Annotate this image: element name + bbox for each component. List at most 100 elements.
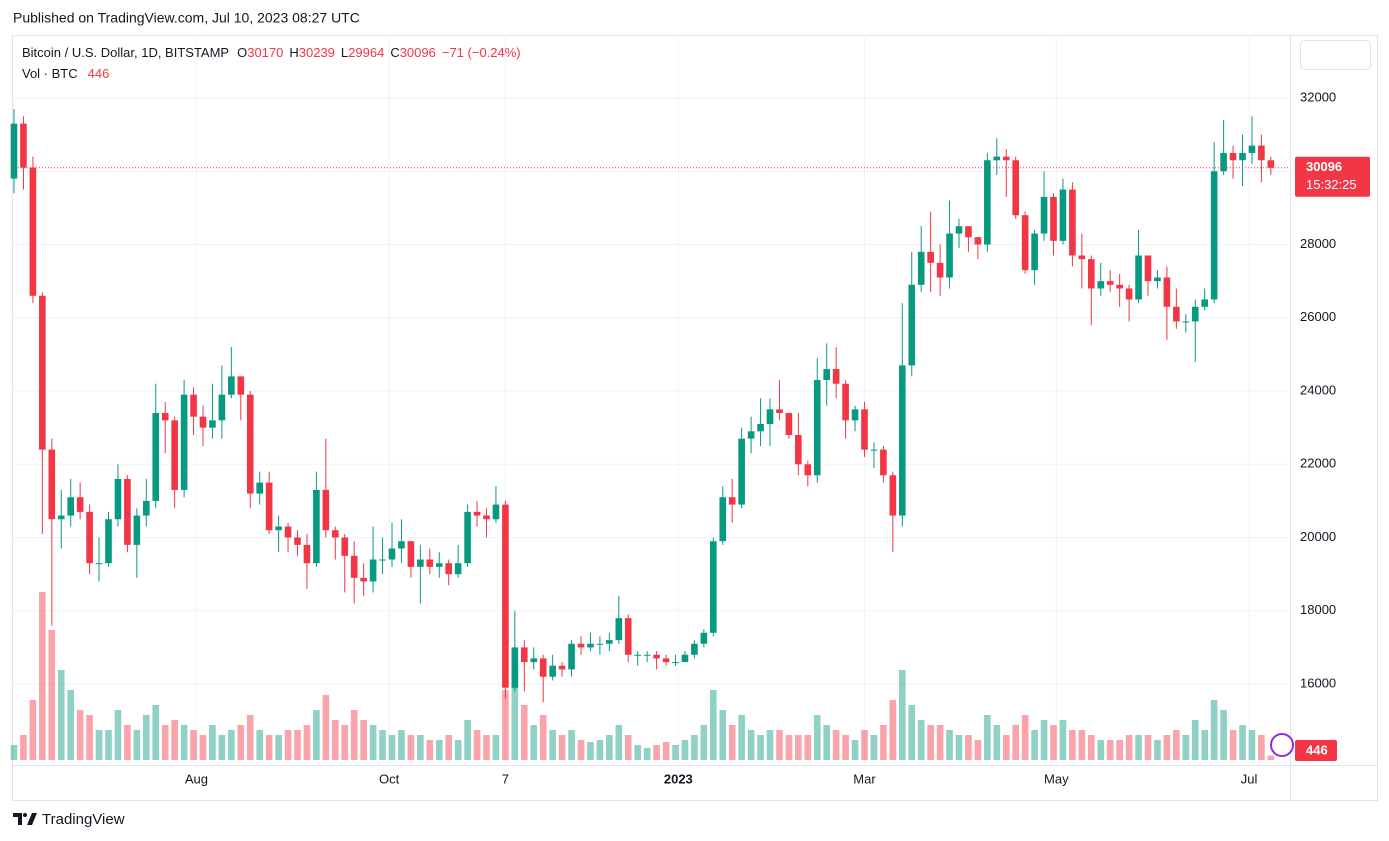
candle-body xyxy=(643,654,651,656)
candle-body xyxy=(256,482,264,494)
candle-body xyxy=(209,420,216,428)
settings-button[interactable] xyxy=(1300,40,1371,70)
high-value: 30239 xyxy=(299,45,335,60)
symbol-name: Bitcoin / U.S. Dollar, 1D, BITSTAMP xyxy=(22,45,229,60)
last-price-box xyxy=(1295,156,1370,197)
volume-bar xyxy=(927,725,934,760)
legend-line: Bitcoin / U.S. Dollar, 1D, BITSTAMP O3017… xyxy=(22,45,521,60)
volume-bar xyxy=(407,735,415,760)
volume-bar xyxy=(133,730,141,760)
volume-bar xyxy=(502,690,509,760)
volume-bar xyxy=(587,742,594,760)
volume-bar xyxy=(142,715,150,760)
volume-bar xyxy=(558,735,566,760)
volume-bar xyxy=(1210,700,1218,760)
candle-body xyxy=(57,515,65,520)
volume-bar xyxy=(520,705,528,760)
candle-body xyxy=(766,409,774,424)
candle-body xyxy=(984,160,991,245)
candle-body xyxy=(190,394,197,417)
volume-bar xyxy=(1106,740,1114,760)
volume-bar xyxy=(757,735,764,760)
volume-bar xyxy=(898,670,906,760)
volume-bar xyxy=(577,740,585,760)
volume-bar xyxy=(256,730,264,760)
candle-body xyxy=(851,409,859,421)
candle-body xyxy=(1182,321,1190,323)
y-tick-label: 24000 xyxy=(1300,382,1336,397)
candle-body xyxy=(350,555,358,578)
volume-bar xyxy=(1229,730,1237,760)
candle-body xyxy=(974,237,982,245)
candle-body xyxy=(10,123,18,179)
volume-bar xyxy=(228,730,235,760)
volume-bar xyxy=(237,725,245,760)
candle-body xyxy=(832,369,840,384)
volume-bar xyxy=(880,725,887,760)
volume-bar xyxy=(1125,735,1133,760)
volume-bar xyxy=(284,730,292,760)
logo-mark-2 xyxy=(27,813,37,825)
last-price-label: 30096 xyxy=(1306,159,1342,174)
candle-body xyxy=(709,541,717,633)
x-tick-label: Aug xyxy=(185,771,208,786)
candle-body xyxy=(946,233,953,278)
volume-bar xyxy=(435,740,443,760)
volume-bar xyxy=(747,730,755,760)
candle-body xyxy=(511,647,519,688)
candle-body xyxy=(133,515,141,545)
volume-bar xyxy=(1163,735,1171,760)
volume-bar xyxy=(568,730,575,760)
volume-bar xyxy=(823,725,831,760)
candle-body xyxy=(303,544,311,564)
volume-bar xyxy=(634,745,642,760)
volume-bar xyxy=(700,725,708,760)
candle-body xyxy=(1116,284,1123,289)
volume-bar xyxy=(596,740,604,760)
candle-body xyxy=(917,251,925,285)
volume-bar xyxy=(426,740,434,760)
volume-bar xyxy=(917,720,925,760)
volume-bar xyxy=(1116,740,1123,760)
candle-body xyxy=(20,123,27,168)
candle-body xyxy=(539,658,547,677)
volume-bar xyxy=(530,725,538,760)
volume-bar xyxy=(813,715,821,760)
volume-bar xyxy=(691,735,698,760)
candle-body xyxy=(237,376,245,395)
candle-body xyxy=(313,489,320,564)
candle-body xyxy=(795,434,802,465)
candle-body xyxy=(662,658,670,663)
volume-bar xyxy=(341,725,349,760)
candle-body xyxy=(1239,152,1246,161)
volume-bar xyxy=(1087,735,1095,760)
candle-body xyxy=(388,548,396,560)
volume-bar xyxy=(20,735,27,760)
volume-bar xyxy=(67,690,75,760)
volume-bar xyxy=(1182,735,1190,760)
volume-bar xyxy=(1002,735,1010,760)
plot-area xyxy=(10,35,1290,765)
candle-body xyxy=(1040,196,1048,234)
candle-body xyxy=(1078,255,1086,260)
candle-body xyxy=(114,478,122,520)
volume-bar xyxy=(766,730,774,760)
volume-bar xyxy=(776,730,783,760)
y-tick-label: 26000 xyxy=(1300,309,1336,324)
volume-bar xyxy=(29,700,37,760)
volume-bar xyxy=(388,735,396,760)
candle-body xyxy=(1012,160,1020,216)
candle-body xyxy=(218,394,226,421)
volume-bar xyxy=(1012,725,1020,760)
candle-body xyxy=(1106,281,1114,285)
volume-bar xyxy=(549,730,556,760)
volume-bar xyxy=(936,725,944,760)
volume-bar xyxy=(1154,740,1161,760)
candle-body xyxy=(105,519,112,564)
candle-body xyxy=(322,489,330,531)
volume-bar xyxy=(1220,710,1227,760)
candle-body xyxy=(653,654,660,659)
candle-body xyxy=(284,526,292,538)
volume-bar xyxy=(795,735,802,760)
volume-bar xyxy=(95,730,103,760)
